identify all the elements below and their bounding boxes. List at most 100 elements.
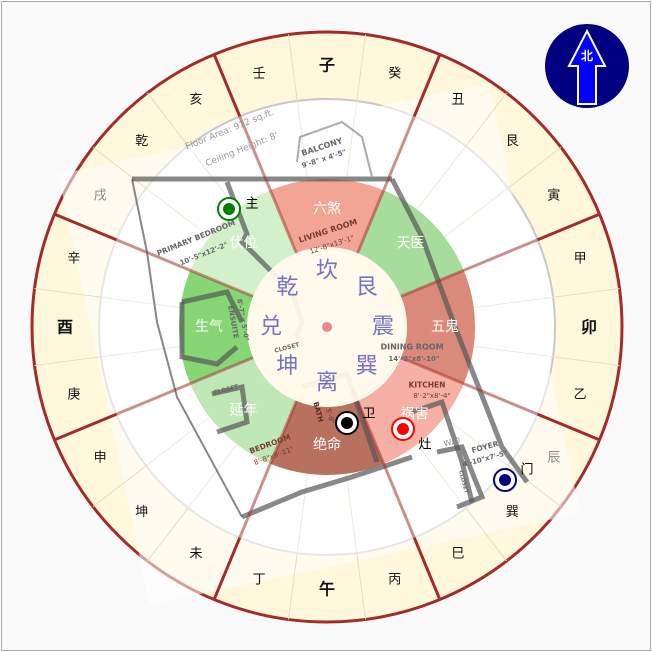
mountain-label: 庚 (67, 386, 80, 402)
master-marker-dot (223, 203, 235, 215)
mountain-guide-line (444, 416, 509, 467)
mountain-label: 癸 (388, 66, 401, 81)
toilet-marker-label: 卫 (362, 407, 375, 422)
mountain-label: 午 (319, 580, 335, 599)
door-marker: 门 (493, 463, 534, 492)
mountain-label: 酉 (57, 318, 73, 337)
trigram-label: 坎 (316, 259, 338, 284)
star-label: 天医 (396, 236, 424, 252)
mountain-divider (287, 552, 298, 620)
mountain-guide-line (473, 296, 554, 309)
trigram-divider-outer (53, 412, 117, 442)
mountain-guide-line (473, 345, 554, 358)
star-label: 绝命 (313, 436, 341, 453)
mountain-label: 辰 (547, 451, 560, 466)
mountain-divider (552, 356, 620, 367)
master-marker-label: 主 (245, 197, 258, 212)
mountain-label: 乾 (135, 134, 148, 149)
trigram-label: 离 (316, 371, 338, 396)
door-marker-label: 门 (520, 463, 533, 478)
mountain-label: 亥 (189, 93, 202, 108)
mountain-label: 丁 (253, 573, 266, 588)
trigram-label: 乾 (276, 275, 298, 300)
mountain-divider (356, 552, 367, 620)
north-label: 北 (581, 48, 593, 63)
mountain-guide-line (345, 473, 358, 554)
mountain-label: 巽 (506, 505, 519, 520)
mountain-divider (465, 507, 507, 562)
stove-marker-label: 灶 (418, 438, 431, 453)
wall (411, 398, 475, 503)
mountain-label: 戌 (94, 189, 107, 204)
north-arrow-icon (567, 28, 607, 105)
mountain-divider (147, 92, 189, 147)
trigram-divider (400, 238, 539, 298)
mountain-label: 丑 (451, 93, 464, 108)
trigram-divider-outer (212, 53, 242, 117)
mountain-label: 壬 (253, 66, 266, 81)
trigram-label: 震 (372, 315, 394, 340)
star-sector (357, 357, 464, 464)
trigram-divider (238, 115, 298, 254)
floor-plan-text: 8'-2"x8'-4" (413, 392, 450, 400)
mountain-label: 辛 (67, 252, 80, 267)
mountain-guide-line (100, 296, 181, 309)
mountain-guide-line (296, 100, 309, 181)
wall (436, 444, 486, 510)
trigram-label: 艮 (356, 275, 378, 300)
mountain-divider (356, 34, 367, 102)
mountain-guide-line (145, 187, 210, 238)
star-sector (357, 190, 464, 297)
wall (211, 383, 250, 435)
mountain-label: 卯 (581, 318, 597, 337)
mountain-divider (287, 34, 298, 102)
trigram-divider (400, 356, 539, 416)
mountain-guide-line (444, 187, 509, 238)
stove-marker-dot (397, 423, 409, 435)
mountain-divider (92, 465, 147, 507)
mountain-guide-line (345, 100, 358, 181)
trigram-label: 坤 (276, 354, 298, 379)
stove-marker: 灶 (391, 417, 432, 453)
trigram-divider (115, 238, 254, 298)
mountain-label: 艮 (506, 134, 519, 149)
trigram-divider-outer (537, 412, 601, 442)
toilet-marker: 卫 (335, 407, 376, 435)
star-label: 五鬼 (431, 319, 459, 335)
mountain-label: 子 (319, 56, 335, 75)
wall (241, 454, 413, 520)
star-sector (400, 270, 475, 384)
trigram-divider-outer (537, 212, 601, 242)
mountain-divider (34, 356, 102, 367)
star-label: 六煞 (313, 201, 341, 217)
mountain-label: 甲 (574, 252, 587, 267)
mountain-label: 坤 (135, 505, 148, 520)
trigram-divider (356, 400, 416, 539)
wall (389, 177, 530, 484)
master-marker: 主 (217, 197, 259, 221)
trigram-divider-outer (212, 537, 242, 601)
mountain-label: 丙 (388, 573, 401, 588)
wall (181, 289, 245, 324)
floor-plan-text: W/D (443, 435, 462, 448)
mountain-guide-line (100, 345, 181, 358)
door-marker-dot (499, 474, 511, 486)
north-indicator: 北 (545, 24, 629, 108)
star-label: 生气 (195, 319, 223, 335)
mountain-guide-line (296, 473, 309, 554)
trigram-divider (238, 400, 298, 539)
star-sector (270, 178, 384, 254)
trigram-divider-outer (412, 537, 442, 601)
trigram-divider-outer (53, 212, 117, 242)
toilet-marker-dot (341, 417, 353, 429)
mountain-divider (465, 92, 507, 147)
mountain-guide-line (416, 444, 467, 509)
mountain-divider (507, 147, 562, 189)
trigram-divider (115, 356, 254, 416)
star-label: 伏位 (230, 236, 258, 252)
center-dot (322, 322, 332, 332)
floor-plan-text: CLOSET (457, 470, 469, 494)
balcony-outline (296, 120, 373, 178)
mountain-label: 巳 (451, 546, 464, 561)
mountain-divider (507, 465, 562, 507)
